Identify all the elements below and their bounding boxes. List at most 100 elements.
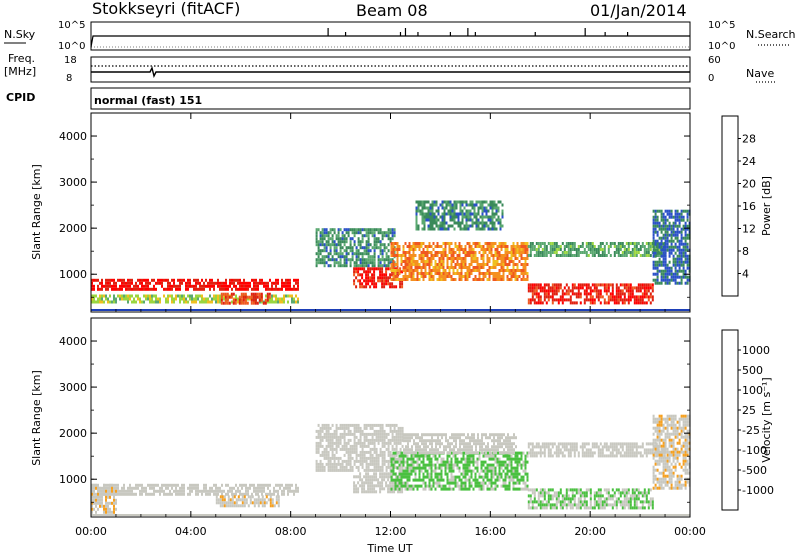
range-cell [681,216,683,219]
range-cell [382,445,384,448]
range-cell [616,289,618,292]
range-cell [427,263,429,266]
range-cell [251,296,253,299]
range-cell [614,298,616,301]
range-cell [485,275,487,278]
range-cell [463,464,465,467]
range-cell [135,295,137,298]
range-cell [105,282,107,285]
range-cell [445,488,447,491]
range-cell [604,245,606,248]
range-cell [451,467,453,470]
range-cell [247,487,249,490]
range-cell [336,430,338,433]
range-cell [483,479,485,482]
range-cell [405,251,407,254]
range-cell [501,269,503,272]
range-cell [477,266,479,269]
range-cell [243,288,245,291]
range-cell [97,285,99,288]
range-cell [661,240,663,243]
range-cell [355,276,357,279]
range-cell [411,445,413,448]
range-cell [107,301,109,304]
range-cell [380,424,382,427]
range-cell [159,279,161,282]
range-cell [403,482,405,485]
range-cell [395,242,397,245]
range-cell [431,445,433,448]
range-cell [348,439,350,442]
range-cell [289,279,291,282]
range-cell [391,245,393,248]
range-cell [517,473,519,476]
range-cell [534,292,536,295]
range-cell [596,295,598,298]
range-cell [675,243,677,246]
range-cell [679,261,681,264]
range-cell [534,289,536,292]
range-cell [558,254,560,257]
range-cell [429,245,431,248]
range-cell [578,292,580,295]
range-cell [267,285,269,288]
range-cell [287,282,289,285]
range-cell [297,298,299,301]
range-cell [247,302,249,305]
range-cell [293,301,295,304]
range-cell [661,252,663,255]
range-cell [437,461,439,464]
range-cell [491,488,493,491]
range-cell [463,485,465,488]
range-cell [447,479,449,482]
range-cell [499,257,501,260]
range-cell [626,242,628,245]
range-cell [387,276,389,279]
range-cell [413,278,415,281]
range-cell [101,496,103,499]
range-cell [552,283,554,286]
range-cell [195,282,197,285]
range-cell [679,276,681,279]
range-cell [348,454,350,457]
range-cell [377,481,379,484]
date-title: 01/Jan/2014 [590,1,687,20]
range-cell [340,469,342,472]
range-cell [677,255,679,258]
range-cell [350,448,352,451]
range-cell [328,445,330,448]
range-cell [421,451,423,454]
range-cell [254,501,256,504]
range-cell [227,285,229,288]
range-cell [101,298,103,301]
range-cell [397,260,399,263]
range-cell [493,266,495,269]
range-cell [382,243,384,246]
range-cell [370,427,372,430]
range-cell [231,487,233,490]
range-cell [465,464,467,467]
range-cell [433,451,435,454]
range-cell [685,261,687,264]
range-cell [253,302,255,305]
range-cell [99,301,101,304]
range-cell [407,467,409,470]
range-cell [266,495,268,498]
range-cell [498,207,500,210]
range-cell [477,461,479,464]
range-cell [604,254,606,257]
range-cell [457,476,459,479]
freq-label-1: Freq. [8,52,35,65]
range-cell [648,248,650,251]
range-cell [465,485,467,488]
range-cell [487,248,489,251]
range-cell [179,493,181,496]
range-cell [157,298,159,301]
range-cell [451,263,453,266]
range-cell [350,454,352,457]
range-cell [521,458,523,461]
range-cell [418,204,420,207]
range-cell [344,466,346,469]
range-cell [463,260,465,263]
